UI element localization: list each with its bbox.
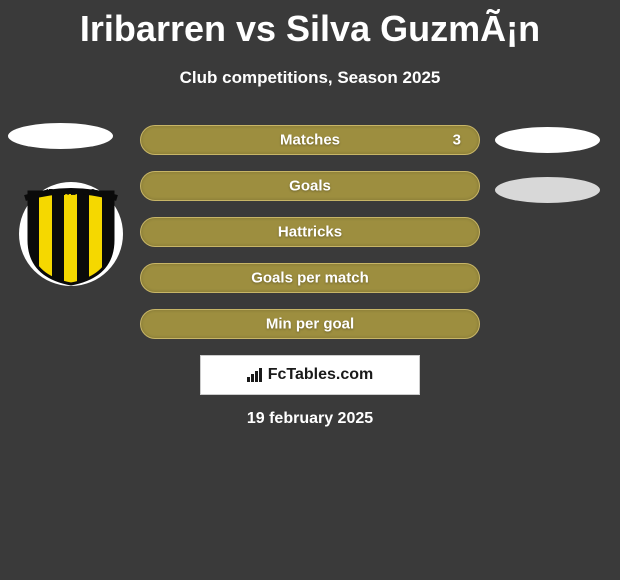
source-logo: FcTables.com [247,366,374,384]
subtitle: Club competitions, Season 2025 [0,68,620,88]
player-badge-left [8,123,113,149]
stat-bar-matches: Matches 3 [140,125,480,155]
stat-bar-goals-per-match: Goals per match [140,263,480,293]
player-badge-right-1 [495,127,600,153]
club-crest: IRANTE BRO [17,180,125,288]
stat-value: 3 [453,132,461,149]
date-text: 19 february 2025 [247,410,373,428]
page-title: Iribarren vs Silva GuzmÃ¡n [0,0,620,50]
stat-bar-hattricks: Hattricks [140,217,480,247]
stat-label: Min per goal [266,316,354,333]
stat-label: Goals per match [251,270,369,287]
stat-label: Goals [289,178,331,195]
logo-label: FcTables.com [268,366,374,384]
svg-text:IRANTE BRO: IRANTE BRO [46,188,96,197]
stat-label: Matches [280,132,340,149]
stat-bar-goals: Goals [140,171,480,201]
chart-icon [247,368,265,382]
stat-label: Hattricks [278,224,342,241]
stat-bar-min-per-goal: Min per goal [140,309,480,339]
source-logo-box: FcTables.com [200,355,420,395]
stats-container: Matches 3 Goals Hattricks Goals per matc… [140,125,480,355]
player-badge-right-2 [495,177,600,203]
